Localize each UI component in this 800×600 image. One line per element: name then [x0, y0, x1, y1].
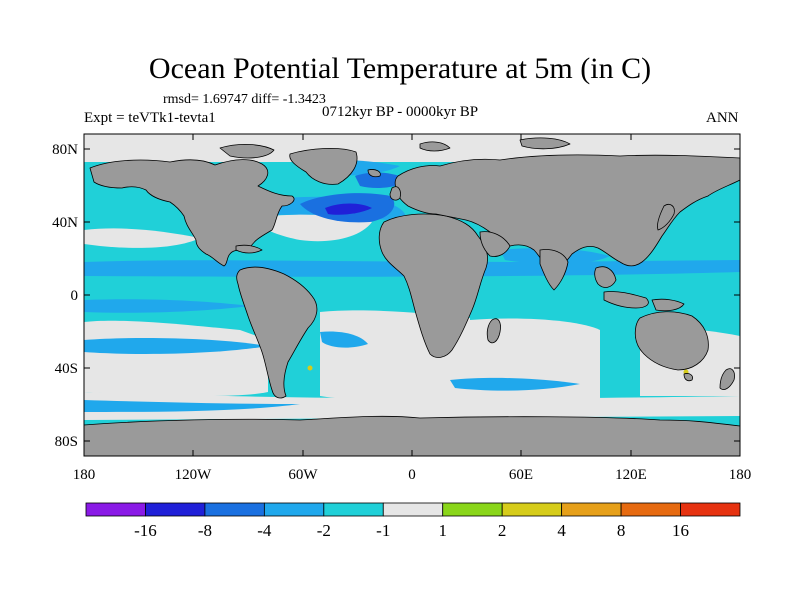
arabian-peninsula — [479, 231, 511, 257]
india — [539, 249, 569, 291]
latitude-labels: 80N 40N 0 40S 80S — [52, 142, 78, 450]
colorbar-swatch — [561, 502, 622, 517]
eurasia — [394, 154, 740, 271]
arctic-islands — [419, 141, 451, 152]
colorbar-label: -2 — [317, 521, 331, 540]
indochina — [594, 266, 617, 288]
lat-label: 80S — [55, 434, 78, 450]
lon-label: 60E — [509, 467, 533, 483]
tasmania — [683, 373, 693, 382]
colorbar-label: -1 — [376, 521, 390, 540]
canadian-arctic-islands — [219, 144, 275, 159]
lat-label: 0 — [71, 288, 79, 304]
colorbar-label: -8 — [198, 521, 212, 540]
great-britain — [389, 186, 401, 201]
colorbar-swatch — [145, 502, 206, 517]
madagascar — [486, 318, 501, 344]
colorbar-label: 4 — [557, 521, 566, 540]
lat-label: 40N — [52, 215, 78, 231]
rmsd-diff-stats: rmsd= 1.69747 diff= -1.3423 — [163, 92, 326, 107]
colorbar-label: -16 — [134, 521, 157, 540]
new-zealand — [719, 368, 735, 390]
antarctica — [84, 415, 740, 456]
lon-label: 120W — [175, 467, 213, 483]
lon-label: 120E — [615, 467, 647, 483]
colorbar-swatch — [680, 502, 741, 517]
iceland — [367, 169, 381, 178]
new-guinea — [651, 298, 685, 312]
colorbar-label: 1 — [438, 521, 447, 540]
colorbar-swatch — [620, 502, 681, 517]
lat-label: 40S — [55, 361, 78, 377]
lat-label: 80N — [52, 142, 78, 158]
colorbar-swatch — [204, 502, 265, 517]
lon-label: 180 — [73, 467, 96, 483]
colorbar-swatch — [263, 502, 325, 517]
warm-anomaly-dot — [307, 365, 313, 371]
colorbar-swatch — [501, 502, 563, 517]
africa — [378, 213, 488, 358]
colorbar-swatch — [442, 502, 503, 517]
land-masses — [84, 137, 740, 456]
colorbar-swatch — [323, 502, 384, 517]
colorbar-label: -4 — [257, 521, 272, 540]
colorbar-label: 2 — [498, 521, 507, 540]
experiment-label: Expt = teVTk1-tevta1 — [84, 110, 216, 126]
latitude-ticks — [84, 148, 740, 442]
south-america — [236, 266, 318, 399]
greenland — [289, 147, 358, 185]
colorbar-labels: -16 -8 -4 -2 -1 1 2 4 8 16 — [134, 521, 689, 540]
time-period-label: 0712kyr BP - 0000kyr BP — [322, 104, 479, 120]
longitude-ticks — [83, 134, 741, 456]
colorbar-label: 16 — [672, 521, 689, 540]
caribbean-islands — [235, 244, 263, 254]
lon-label: 60W — [288, 467, 318, 483]
indonesia — [603, 291, 649, 309]
colorbar-swatch — [382, 502, 444, 517]
arctic-islands — [519, 137, 571, 150]
colorbar-label: 8 — [617, 521, 626, 540]
australia — [634, 311, 709, 371]
deepest-cooling-region — [325, 203, 372, 215]
map-title: Ocean Potential Temperature at 5m (in C) — [148, 52, 652, 85]
lon-label: 0 — [408, 467, 416, 483]
season-label: ANN — [706, 110, 739, 126]
longitude-labels: 180 120W 60W 0 60E 120E 180 — [73, 467, 752, 483]
map-plot-area — [84, 134, 740, 456]
colorbar-swatch — [85, 502, 146, 517]
japan — [657, 204, 675, 231]
lon-label: 180 — [729, 467, 752, 483]
colorbar — [85, 502, 741, 517]
